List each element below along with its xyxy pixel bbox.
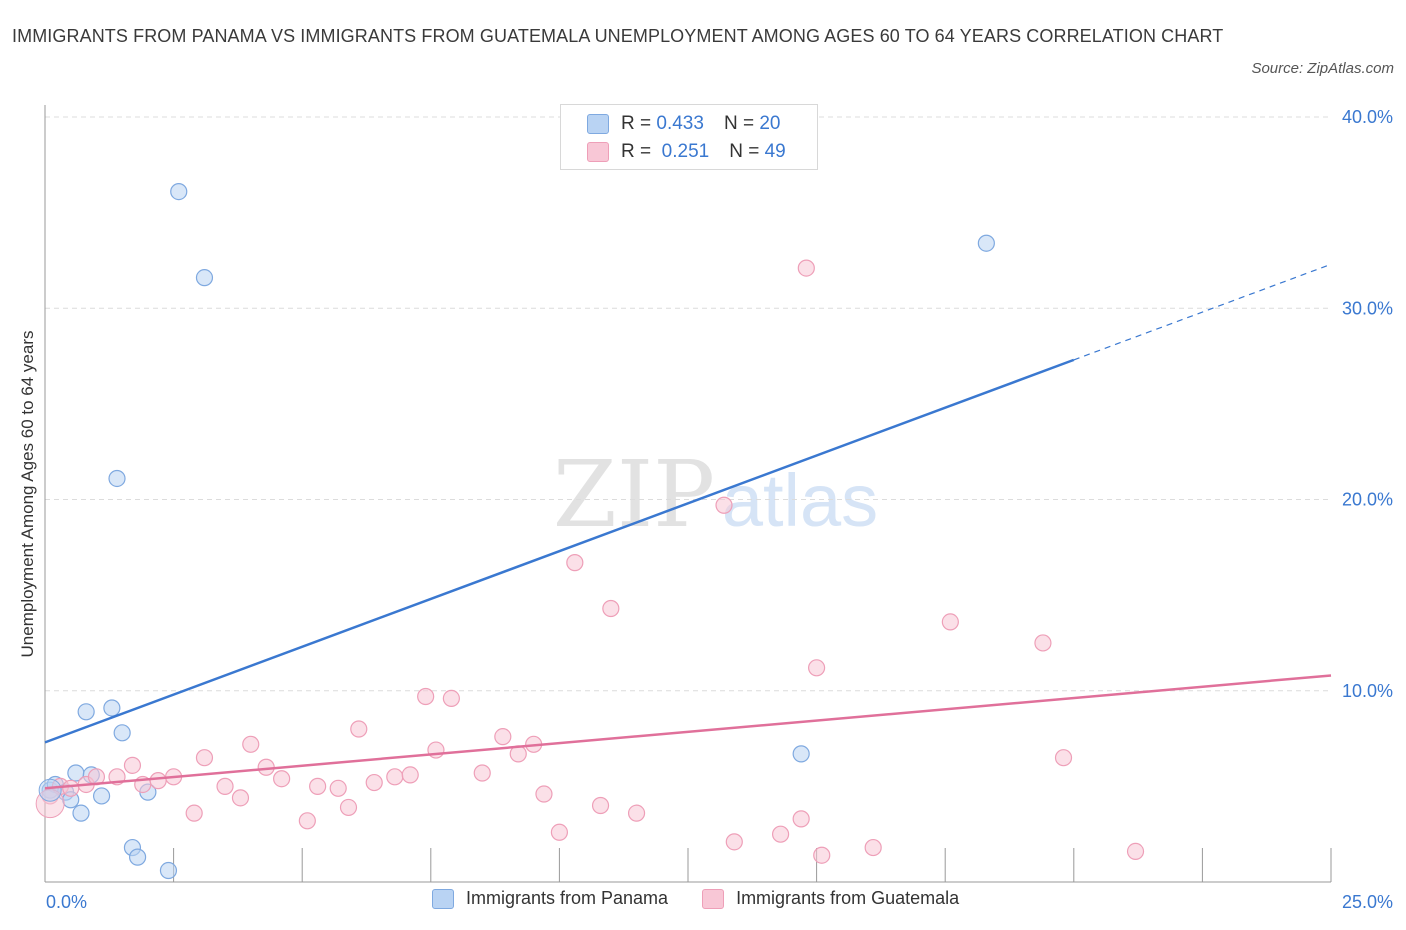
guatemala-r-value: 0.251: [661, 141, 710, 162]
panama-point: [128, 848, 147, 866]
guatemala-trend-line: [44, 674, 1332, 790]
y-tick-label: 20.0%: [1342, 490, 1393, 510]
tick-labels: 10.0% 20.0% 30.0% 40.0% 0.0% 25.0%: [46, 107, 1393, 912]
n-label: N =: [723, 113, 755, 134]
guatemala-n-value: 49: [764, 141, 786, 162]
panama-r-value: 0.433: [656, 113, 704, 134]
panama-point: [977, 234, 995, 252]
watermark-atlas: atlas: [722, 459, 878, 542]
panama-point: [103, 699, 121, 717]
guatemala-point: [792, 810, 810, 828]
panama-legend-swatch: [432, 888, 454, 909]
guatemala-point: [329, 779, 347, 797]
guatemala-swatch: [587, 142, 609, 162]
panama-point: [792, 745, 810, 763]
guatemala-point: [473, 764, 491, 782]
panama-point: [159, 861, 178, 880]
guatemala-point: [627, 804, 646, 822]
guatemala-point: [1126, 842, 1145, 861]
guatemala-point: [725, 833, 743, 851]
guatemala-point: [365, 773, 383, 792]
legend-row-panama: R = 0.433 N = 20: [587, 111, 780, 137]
r-label: R =: [621, 141, 652, 162]
r-label: R =: [621, 113, 652, 134]
panama-trend-line: [44, 358, 1075, 744]
data-points: [35, 182, 1145, 880]
legend-item-panama: Immigrants from Panama: [432, 888, 668, 909]
n-label: N =: [729, 141, 760, 162]
guatemala-point: [535, 785, 553, 803]
guatemala-point: [566, 554, 584, 572]
panama-point: [92, 787, 111, 805]
panama-point: [195, 269, 214, 287]
guatemala-point: [1054, 749, 1073, 767]
watermark-zip: ZIP: [553, 441, 715, 548]
stats-legend: R = 0.433 N = 20 R = 0.251 N = 49: [560, 104, 818, 170]
guatemala-point: [417, 687, 435, 706]
panama-point: [72, 804, 90, 822]
legend-item-guatemala: Immigrants from Guatemala: [702, 888, 959, 909]
guatemala-point: [771, 825, 790, 843]
panama-point-cluster: [38, 778, 62, 802]
guatemala-point: [242, 735, 260, 753]
guatemala-point: [386, 768, 404, 786]
panama-trend-extension: [1073, 263, 1332, 361]
watermark: ZIP atlas: [553, 441, 878, 548]
trend-lines: [44, 263, 1332, 790]
guatemala-point: [273, 770, 291, 788]
chart-title: IMMIGRANTS FROM PANAMA VS IMMIGRANTS FRO…: [12, 26, 1224, 46]
y-tick-label: 10.0%: [1342, 681, 1393, 701]
panama-point: [108, 469, 126, 488]
guatemala-point: [1034, 634, 1052, 652]
guatemala-point: [62, 779, 80, 797]
panama-n-value: 20: [759, 113, 781, 134]
guatemala-point: [185, 804, 203, 822]
panama-point: [170, 182, 188, 201]
legend-guatemala-label: Immigrants from Guatemala: [736, 888, 960, 908]
legend-panama-label: Immigrants from Panama: [466, 888, 669, 908]
panama-point: [77, 703, 95, 721]
guatemala-point: [149, 772, 167, 790]
axes: [44, 105, 1332, 883]
guatemala-point: [807, 659, 826, 677]
guatemala-point: [123, 756, 142, 774]
guatemala-point: [813, 846, 831, 864]
x-tick-label-max: 25.0%: [1342, 892, 1393, 912]
guatemala-point: [941, 613, 959, 631]
guatemala-point: [339, 798, 358, 817]
guatemala-point: [216, 777, 234, 795]
guatemala-point: [494, 728, 512, 746]
guatemala-point: [231, 789, 250, 807]
gridlines: [45, 116, 1331, 692]
guatemala-point: [298, 812, 316, 830]
guatemala-point: [309, 777, 327, 795]
guatemala-point: [550, 823, 569, 841]
series-legend: Immigrants from Panama Immigrants from G…: [432, 888, 993, 909]
guatemala-point: [195, 749, 214, 767]
guatemala-point: [350, 720, 368, 738]
guatemala-point: [715, 496, 733, 514]
guatemala-legend-swatch: [702, 888, 725, 909]
guatemala-point: [864, 838, 882, 857]
y-tick-label: 40.0%: [1342, 107, 1393, 127]
guatemala-point: [401, 766, 419, 784]
source-label: Source: ZipAtlas.com: [1251, 60, 1394, 77]
guatemala-point: [797, 259, 815, 277]
panama-point: [113, 724, 131, 742]
panama-swatch: [587, 114, 609, 134]
y-tick-label: 30.0%: [1342, 298, 1393, 318]
legend-row-guatemala: R = 0.251 N = 49: [587, 139, 786, 165]
guatemala-point: [602, 599, 620, 618]
guatemala-point: [442, 689, 460, 708]
x-tick-label-min: 0.0%: [46, 892, 87, 912]
guatemala-point: [591, 796, 610, 815]
